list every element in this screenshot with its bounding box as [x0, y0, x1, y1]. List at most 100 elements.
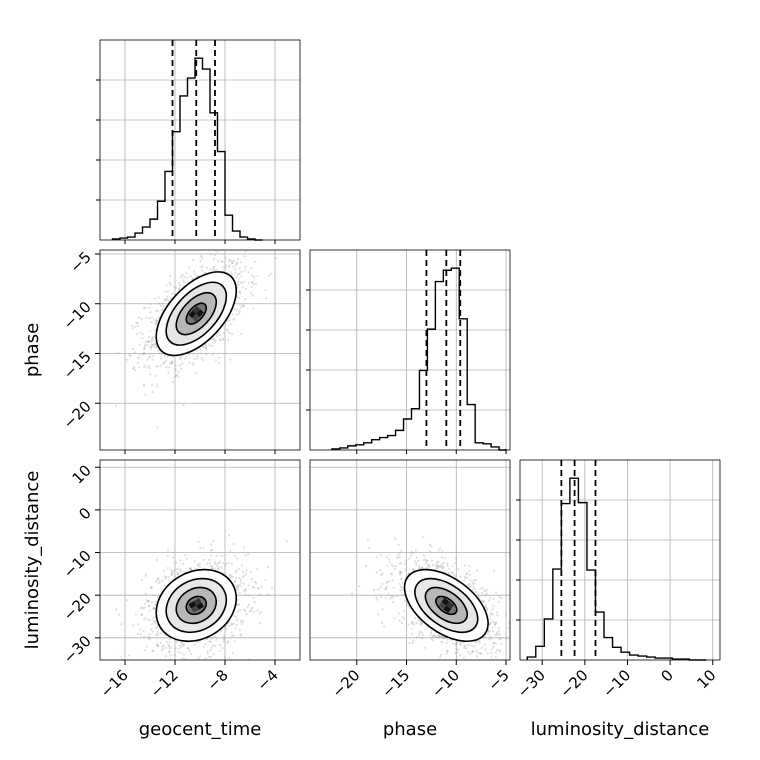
scatter-point	[196, 349, 199, 352]
scatter-point	[398, 555, 401, 559]
scatter-point	[140, 607, 143, 610]
scatter-point	[403, 562, 406, 566]
scatter-point	[228, 573, 231, 577]
scatter-point	[468, 570, 471, 573]
scatter-point	[213, 254, 216, 257]
density-pixel	[191, 605, 199, 613]
scatter-point	[155, 320, 158, 323]
scatter-point	[474, 641, 477, 644]
x-tick-label: −30	[514, 666, 549, 701]
scatter-point	[495, 631, 498, 634]
scatter-point	[146, 344, 149, 347]
scatter-point	[167, 299, 170, 303]
density-core	[188, 598, 204, 613]
y-axis-label-phase: phase	[22, 323, 43, 377]
scatter-point	[484, 635, 487, 638]
scatter-point	[147, 340, 150, 343]
scatter-point	[468, 564, 471, 568]
scatter-point	[198, 655, 202, 658]
scatter-point	[398, 552, 401, 555]
scatter-point	[169, 646, 172, 649]
scatter-point	[258, 622, 261, 625]
scatter-point	[407, 623, 410, 626]
scatter-point	[210, 543, 213, 546]
scatter-point	[142, 630, 145, 633]
scatter-point	[495, 621, 498, 624]
scatter-point	[176, 573, 179, 576]
scatter-point	[429, 550, 432, 553]
scatter-point	[183, 276, 186, 279]
scatter-point	[469, 578, 472, 581]
scatter-point	[236, 272, 239, 276]
y-tick-label: −10	[60, 547, 95, 582]
scatter-point	[385, 581, 388, 585]
scatter-point	[153, 346, 156, 349]
scatter-point	[138, 353, 141, 356]
scatter-point	[214, 339, 217, 342]
scatter-point	[153, 297, 156, 300]
scatter-point	[245, 569, 248, 572]
scatter-point	[209, 640, 212, 644]
scatter-point	[212, 337, 215, 341]
scatter-point	[174, 369, 178, 372]
scatter-point	[169, 275, 172, 278]
scatter-point	[197, 563, 200, 566]
scatter-point	[237, 278, 240, 281]
scatter-point	[394, 537, 397, 540]
scatter-point	[140, 317, 143, 321]
scatter-point	[169, 362, 172, 365]
scatter-point	[435, 563, 438, 566]
scatter-point	[391, 579, 394, 582]
scatter-point	[463, 564, 467, 567]
scatter-point	[431, 564, 435, 567]
scatter-point	[250, 607, 253, 611]
scatter-point	[275, 257, 278, 260]
scatter-point	[478, 595, 481, 598]
scatter-point	[182, 404, 185, 407]
scatter-point	[239, 306, 243, 309]
scatter-point	[420, 631, 424, 634]
x-tick-label: −10	[599, 666, 634, 701]
scatter-point	[193, 643, 196, 647]
scatter-point	[150, 346, 153, 349]
scatter-point	[151, 649, 154, 652]
scatter-point	[140, 613, 143, 616]
scatter-point	[182, 562, 185, 565]
scatter-point	[147, 340, 150, 343]
scatter-point	[480, 599, 483, 602]
scatter-point	[164, 360, 167, 363]
scatter-point	[224, 266, 227, 269]
density-pixel	[438, 601, 447, 610]
scatter-point	[250, 571, 253, 574]
scatter-point	[237, 283, 240, 286]
scatter-point	[188, 266, 191, 269]
scatter-point	[438, 635, 441, 639]
scatter-point	[386, 580, 389, 583]
scatter-point	[163, 356, 166, 359]
scatter-point	[94, 360, 96, 362]
scatter-point	[244, 250, 247, 253]
scatter-point	[424, 558, 427, 561]
scatter-point	[463, 644, 466, 647]
scatter-point	[173, 292, 176, 296]
scatter-point	[238, 290, 242, 293]
scatter-point	[177, 647, 180, 650]
scatter-point	[152, 619, 155, 622]
scatter-point	[480, 652, 483, 656]
scatter-point	[231, 261, 234, 265]
scatter-point	[181, 362, 184, 365]
scatter-point	[238, 310, 241, 313]
scatter-point	[188, 649, 191, 652]
scatter-point	[390, 573, 393, 576]
scatter-point	[198, 563, 201, 566]
scatter-point	[454, 575, 457, 578]
scatter-point	[155, 634, 158, 637]
scatter-point	[147, 600, 150, 603]
scatter-point	[193, 560, 196, 563]
scatter-point	[143, 618, 146, 621]
scatter-point	[217, 561, 220, 564]
scatter-point	[244, 572, 248, 575]
x-tick-label: −12	[147, 666, 182, 701]
scatter-point	[472, 645, 475, 648]
scatter-point	[201, 265, 204, 268]
